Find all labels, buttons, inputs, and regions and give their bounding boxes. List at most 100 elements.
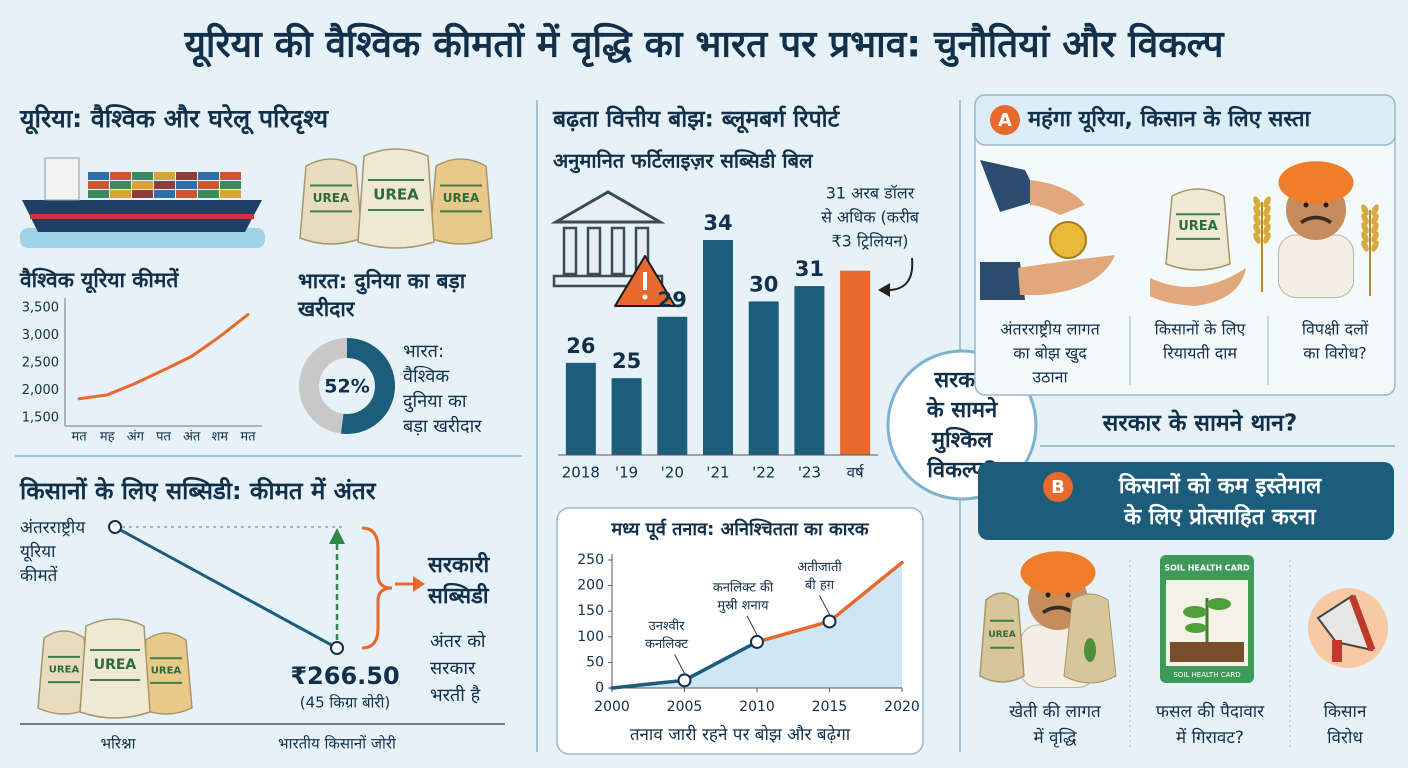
- point-label: अतीजाती: [797, 559, 842, 575]
- x-tick-label: अंत: [183, 430, 201, 445]
- panel-heading: महंगा यूरिया, किसान के लिए सस्ता: [1027, 105, 1312, 133]
- sleeve: [980, 262, 1025, 300]
- option-item: में गिरावट?: [1176, 727, 1244, 748]
- chart-title: अनुमानित फर्टिलाइज़र सब्सिडी बिल: [553, 149, 814, 174]
- option-item: अंतरराष्ट्रीय लागत: [1000, 320, 1100, 339]
- container: [176, 181, 197, 189]
- ship-stripe: [30, 214, 254, 219]
- wheat-grain: [1263, 223, 1271, 235]
- brace-arrow-head: [413, 576, 425, 592]
- option-item: किसानों के लिए: [1155, 320, 1247, 339]
- chart-title: मध्य पूर्व तनाव: अनिश्चितता का कारक: [610, 518, 869, 541]
- data-label: 31: [795, 257, 824, 281]
- wheat-grain: [1263, 205, 1271, 217]
- wheat-grain: [1371, 222, 1379, 234]
- wheat-grain: [1361, 204, 1369, 216]
- note: सरकार: [430, 658, 476, 679]
- leaf: [1084, 638, 1096, 662]
- area: [612, 562, 902, 688]
- eye: [1323, 202, 1329, 208]
- x-tick-label: मत: [240, 430, 256, 445]
- wheat-grain: [1263, 232, 1271, 244]
- x-tick-label: मत: [71, 430, 87, 445]
- callout: सब्सिडी: [427, 582, 490, 609]
- point: [330, 641, 344, 655]
- point-label: उनश्वीर: [649, 618, 685, 634]
- bank-column: [610, 226, 626, 276]
- wheat-grain: [1371, 240, 1379, 252]
- price: ₹266.50: [290, 662, 399, 690]
- soil: [1170, 642, 1244, 662]
- center-text: मुश्किल: [931, 426, 993, 454]
- x-tick-label: '19: [615, 464, 638, 482]
- donut-label: वैश्विक: [403, 365, 450, 387]
- x-tick-label: '20: [661, 464, 684, 482]
- bank-column: [562, 226, 578, 276]
- line-segment: [827, 560, 904, 624]
- container: [88, 181, 109, 189]
- price-unit: (45 किग्रा बोरी): [300, 694, 391, 712]
- container: [220, 190, 241, 198]
- hand: [1018, 255, 1115, 295]
- marker: [677, 673, 692, 688]
- line-segment: [610, 678, 687, 690]
- badge: [1043, 472, 1073, 502]
- bar: [657, 316, 688, 455]
- note: भरती है: [430, 684, 481, 706]
- option-item: का विरोध?: [1303, 344, 1367, 363]
- annotation: से अधिक (करीब: [821, 208, 920, 227]
- chart-caption: तनाव जारी रहने पर बोझ और बढ़ेगा: [630, 724, 851, 745]
- wheat-grain: [1263, 214, 1271, 226]
- leaf: [1185, 623, 1207, 633]
- wheat-grain: [1371, 204, 1379, 216]
- gap-arrow-head: [329, 528, 345, 544]
- x-tick-label: 2010: [739, 699, 775, 715]
- brace: [361, 526, 393, 650]
- bank-base: [552, 274, 664, 288]
- wheat-grain: [1361, 240, 1369, 252]
- y-tick-label: 250: [577, 552, 604, 568]
- section-heading: यूरिया: वैश्विक और घरेलू परिदृश्य: [19, 104, 330, 135]
- panel-heading: किसानों को कम इस्तेमाल: [1118, 472, 1322, 499]
- container: [132, 181, 153, 189]
- x-tick-label: वर्ष: [847, 464, 865, 482]
- water: [20, 228, 265, 248]
- container: [220, 172, 241, 180]
- bag-label: UREA: [443, 191, 480, 205]
- badge: [990, 105, 1020, 135]
- donut-slice: [340, 338, 395, 434]
- wheat-grain: [1371, 231, 1379, 243]
- bag: [139, 632, 193, 715]
- megaphone-cone: [1348, 594, 1376, 652]
- line-segment: [755, 619, 832, 644]
- diagram-label: यूरिया: [20, 541, 56, 562]
- y-tick-label: 2,000: [22, 383, 59, 398]
- y-tick-label: 50: [586, 654, 604, 670]
- marker: [822, 614, 837, 629]
- megaphone-handle: [1332, 640, 1342, 662]
- y-tick-label: 3,500: [22, 301, 59, 316]
- chart-title: वैश्विक यूरिया कीमतें: [19, 267, 179, 294]
- bag-label: UREA: [1178, 219, 1218, 234]
- x-tick-label: '21: [706, 464, 729, 482]
- farmer-body: [1278, 234, 1354, 298]
- option-item: खेती की लागत: [1009, 701, 1101, 722]
- x-tick-label: 2018: [562, 464, 600, 482]
- section-heading: किसानों के लिए सब्सिडी: कीमत में अंतर: [19, 477, 377, 505]
- price-drop: [114, 525, 338, 650]
- point: [108, 520, 122, 534]
- question: सरकार के सामने थान?: [1102, 409, 1297, 437]
- option-item: फसल की पैदावार: [1156, 701, 1265, 722]
- x-tick-label: 2000: [594, 699, 630, 715]
- bag-label: UREA: [373, 186, 419, 204]
- container: [110, 190, 131, 198]
- bag: [79, 618, 151, 719]
- option-item: विपक्षी दलों: [1302, 320, 1369, 339]
- wheat-grain: [1361, 222, 1369, 234]
- annotation: ₹3 ट्रिलियन): [831, 232, 908, 251]
- wheat-grain: [1253, 214, 1261, 226]
- container: [176, 172, 197, 180]
- point-label: कनलिक्ट की: [713, 579, 774, 595]
- point-label: मुस्री शनाय: [717, 597, 769, 613]
- option-item: उठाना: [1032, 368, 1068, 387]
